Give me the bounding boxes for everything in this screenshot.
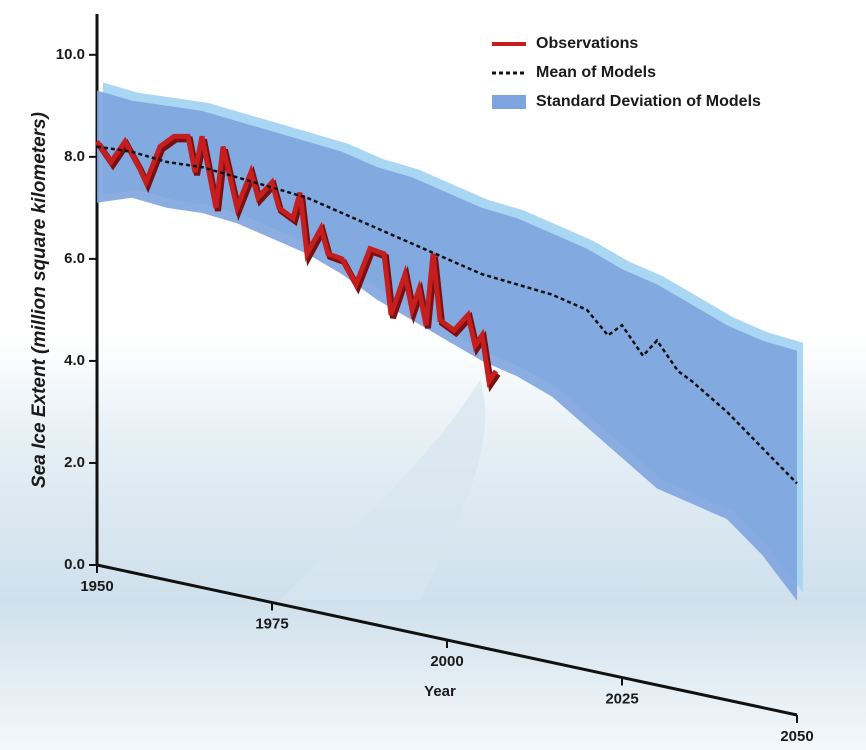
x-axis-label: Year (424, 683, 456, 700)
mean-line (96, 145, 798, 485)
x-tick-label: 2000 (430, 653, 463, 670)
x-tick-label: 1975 (255, 615, 288, 632)
y-tick-label: 6.0 (64, 250, 85, 267)
y-tick-label: 4.0 (64, 352, 85, 369)
y-tick-label: 8.0 (64, 148, 85, 165)
y-tick-label: 0.0 (64, 556, 85, 573)
std-band (97, 90, 797, 601)
observations-line (94, 133, 499, 388)
x-tick-label: 1950 (80, 578, 113, 595)
x-tick-label: 2050 (780, 728, 813, 745)
legend-label: Mean of Models (536, 64, 656, 81)
legend-label: Standard Deviation of Models (536, 93, 761, 110)
legend-swatch (492, 95, 526, 109)
ice-crack (280, 380, 486, 600)
legend-label: Observations (536, 35, 638, 52)
y-axis-label: Sea Ice Extent (million square kilometer… (29, 112, 50, 488)
x-tick-label: 2025 (605, 690, 638, 707)
y-tick-label: 2.0 (64, 454, 85, 471)
y-tick-label: 10.0 (56, 46, 85, 63)
